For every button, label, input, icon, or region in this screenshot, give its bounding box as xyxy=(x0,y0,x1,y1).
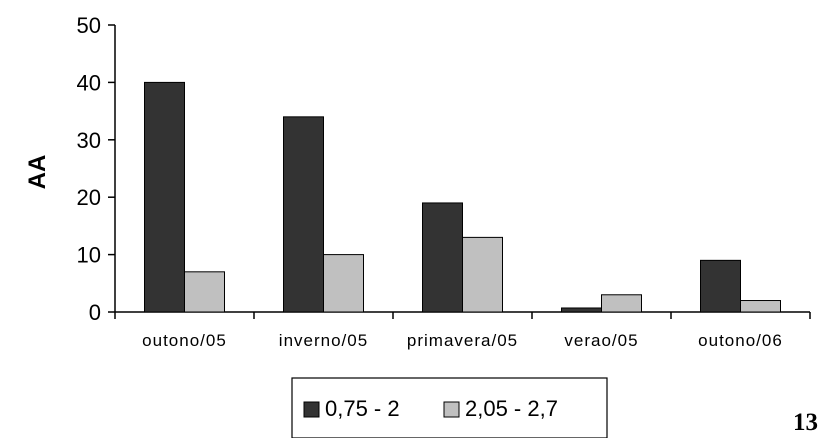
bar-1 xyxy=(700,259,741,313)
bars xyxy=(144,81,781,313)
x-tick-label: primavera/05 xyxy=(407,331,518,350)
bar-2 xyxy=(462,236,503,313)
legend-label: 0,75 - 2 xyxy=(325,396,400,421)
x-tick-label: outono/05 xyxy=(142,331,227,350)
legend: 0,75 - 2 2,05 - 2,7 xyxy=(291,377,608,438)
y-tick-label: 50 xyxy=(77,13,101,38)
bar-1 xyxy=(283,116,324,313)
bar-1 xyxy=(144,81,185,313)
x-tick-label: outono/06 xyxy=(698,331,783,350)
legend-label: 2,05 - 2,7 xyxy=(465,396,558,421)
legend-swatch xyxy=(443,401,460,418)
y-tick-label: 40 xyxy=(77,70,101,95)
bar-1 xyxy=(422,202,463,313)
bar-2 xyxy=(740,300,781,313)
bar-2 xyxy=(601,294,642,313)
x-tick-label: inverno/05 xyxy=(279,331,368,350)
labels: 0 10 20 30 40 50 outono/05 inverno/05 primavera/… xyxy=(77,13,783,350)
y-tick-label: 0 xyxy=(89,300,101,325)
x-tick-label: verao/05 xyxy=(564,331,638,350)
y-tick-label: 20 xyxy=(77,185,101,210)
bar-1 xyxy=(561,307,602,313)
page-number: 13 xyxy=(793,409,818,436)
y-tick-label: 30 xyxy=(77,128,101,153)
bar-2 xyxy=(323,254,364,313)
bar-2 xyxy=(184,271,225,313)
legend-swatch xyxy=(303,401,320,418)
y-axis-label: AA xyxy=(24,155,51,190)
y-tick-label: 10 xyxy=(77,243,101,268)
